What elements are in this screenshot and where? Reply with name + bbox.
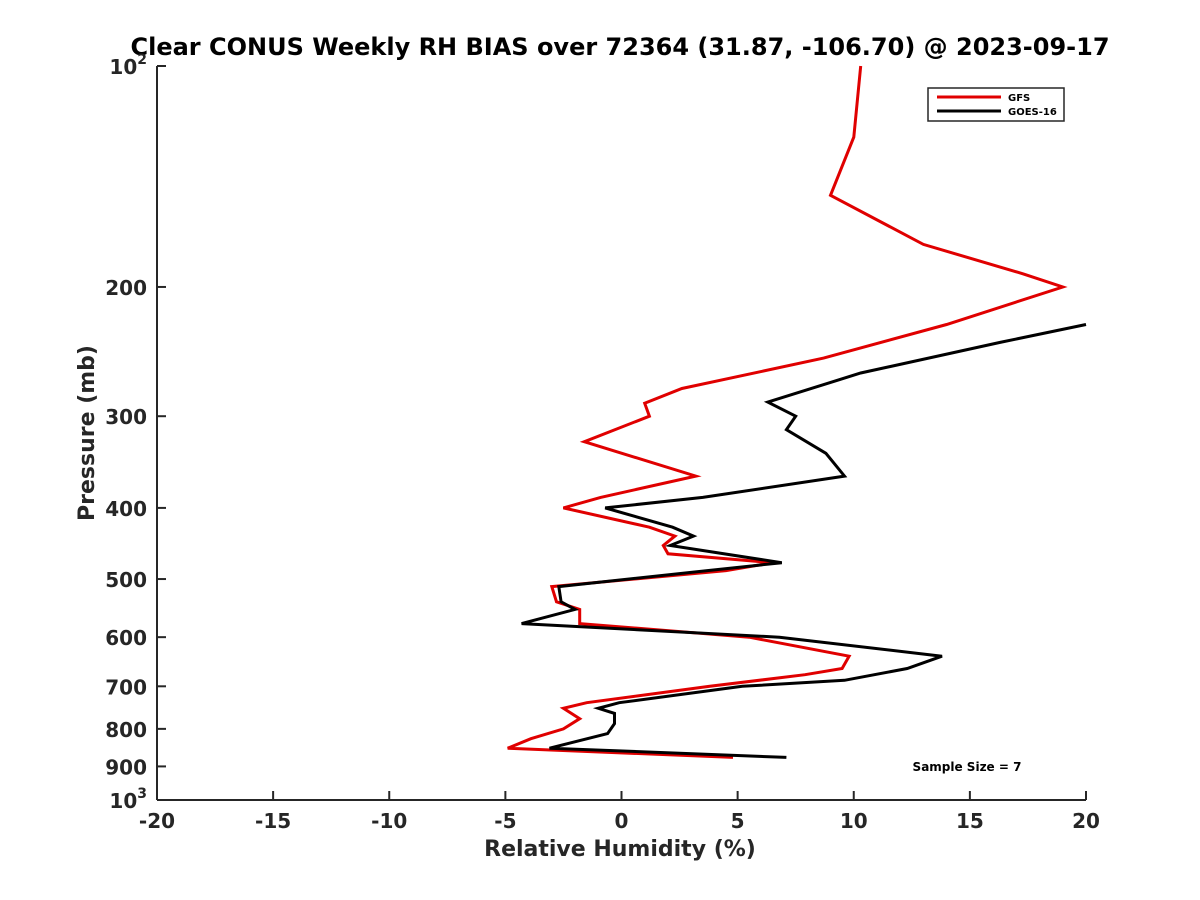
x-axis-label: Relative Humidity (%) xyxy=(484,837,756,862)
y-tick-label: 600 xyxy=(105,626,147,650)
chart-title: Clear CONUS Weekly RH BIAS over 72364 (3… xyxy=(130,33,1109,61)
x-tick-label: -5 xyxy=(494,809,516,833)
y-tick-label: 102 xyxy=(109,52,147,79)
legend-box xyxy=(927,87,1065,122)
y-tick-label: 700 xyxy=(105,675,147,699)
sample-size-annotation: Sample Size = 7 xyxy=(913,760,1022,774)
x-tick-label: -10 xyxy=(371,809,407,833)
y-tick-label: 103 xyxy=(109,786,147,813)
plot-area: -20 -15 -10 -5 0 5 10 15 20 102 200 300 400 500 600 700… xyxy=(105,52,1100,833)
x-tick-label: 15 xyxy=(956,809,984,833)
series-line-goes-16 xyxy=(521,323,1087,759)
y-tick-label: 400 xyxy=(105,497,147,521)
x-tick-label: 5 xyxy=(731,809,745,833)
series-layer xyxy=(507,65,1087,759)
x-tick-label: 10 xyxy=(840,809,868,833)
y-tick-label: 200 xyxy=(105,276,147,300)
axes-layer: -20 -15 -10 -5 0 5 10 15 20 102 200 300 400 500 600 700… xyxy=(105,52,1100,833)
x-tick-label: 0 xyxy=(615,809,629,833)
x-tick-label: -20 xyxy=(139,809,175,833)
y-tick-label: 800 xyxy=(105,718,147,742)
x-tick-label: 20 xyxy=(1072,809,1100,833)
y-axis-label: Pressure (mb) xyxy=(75,345,100,521)
y-tick-label: 300 xyxy=(105,405,147,429)
legend-entry-label: GOES-16 xyxy=(1008,107,1057,118)
y-tick-label: 900 xyxy=(105,755,147,779)
series-line-gfs xyxy=(507,65,1068,759)
y-tick-label: 500 xyxy=(105,568,147,592)
x-tick-label: -15 xyxy=(255,809,291,833)
legend: GFS GOES-16 xyxy=(927,87,1065,122)
legend-entry-label: GFS xyxy=(1008,93,1030,104)
